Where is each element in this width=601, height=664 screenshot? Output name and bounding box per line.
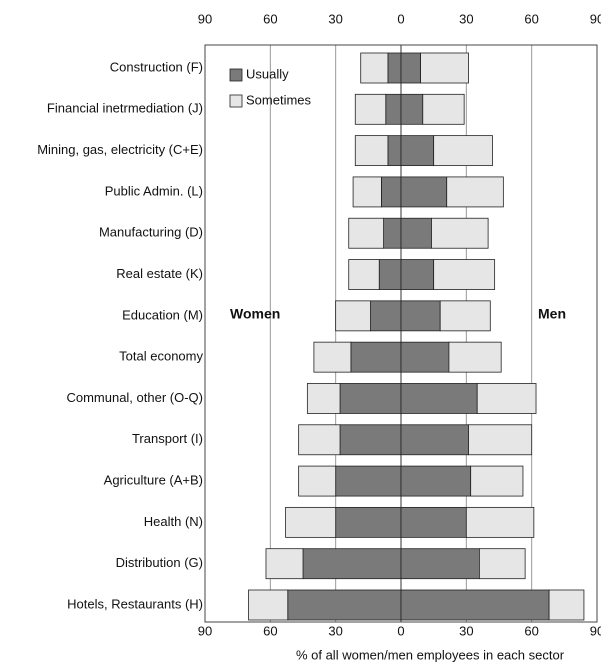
x-tick-label: 60 [263,11,277,26]
bar-segment [306,383,341,414]
bar-segment [400,341,450,373]
bar-segment [400,589,550,621]
bar-segment [420,52,469,84]
x-tick-label: 90 [590,11,601,26]
bar-segment [352,176,382,208]
x-tick-label: 60 [263,623,277,638]
bar-segment [265,548,304,580]
bar-segment [439,300,491,332]
bar-segment [348,259,380,290]
bar-segment [448,341,502,373]
bar-segment [400,135,435,167]
bar-segment [360,52,389,84]
bar-segment [470,465,524,497]
bar-segment [446,176,504,208]
bar-segment [433,259,496,290]
bar-segment [348,217,384,249]
bar-segment [400,465,472,497]
bar-segment [298,465,337,497]
category-label: Health (N) [144,514,203,529]
bar-segment [465,506,535,538]
bar-segment [548,589,585,621]
category-label: Real estate (K) [116,266,203,281]
legend-label: Sometimes [246,92,312,107]
category-label: Total economy [119,349,203,364]
bar-segment [350,341,402,373]
bar-segment [400,300,441,332]
category-label: Public Admin. (L) [105,183,203,198]
bar-segment [400,383,478,414]
bar-segment [422,93,465,125]
bar-segment [400,424,469,456]
x-tick-label: 60 [524,623,538,638]
bar-segment [387,52,402,84]
bar-segment [354,135,389,167]
bar-segment [400,52,422,84]
category-label: Financial inetrmediation (J) [47,101,203,116]
category-label: Mining, gas, electricity (C+E) [37,142,203,157]
x-tick-label: 30 [328,11,342,26]
bar-segment [298,424,341,456]
x-tick-label: 90 [198,623,212,638]
legend-label: Usually [246,66,289,81]
group-label: Women [230,306,280,322]
bar-segment [433,135,493,167]
bar-segment [400,506,467,538]
x-tick-label: 60 [524,11,538,26]
x-tick-label: 30 [459,623,473,638]
bar-segment [335,465,402,497]
plot-frame [204,44,598,623]
category-label: Agriculture (A+B) [104,473,203,488]
category-label: Transport (I) [132,431,203,446]
bar-segment [335,300,371,332]
x-tick-label: 0 [397,623,404,638]
bar-segment [339,424,402,456]
bar-segment [478,548,526,580]
x-tick-label: 90 [590,623,601,638]
bar-segment [354,93,387,125]
bar-segment [313,341,352,373]
x-tick-label: 0 [397,11,404,26]
bar-segment [248,589,289,621]
bar-segment [385,93,402,125]
bar-segment [285,506,337,538]
legend-swatch [229,68,243,82]
bar-segment [400,217,432,249]
x-tick-label: 90 [198,11,212,26]
bar-segment [339,383,402,414]
bar-segment [380,176,402,208]
category-label: Communal, other (O-Q) [66,390,203,405]
category-label: Hotels, Restaurants (H) [67,596,203,611]
x-tick-label: 30 [459,11,473,26]
bar-segment [335,506,402,538]
bar-segment [400,259,435,290]
category-label: Distribution (G) [116,555,203,570]
group-label: Men [538,306,566,322]
bar-segment [476,383,537,414]
bar-segment [431,217,489,249]
bar-segment [370,300,402,332]
x-tick-label: 30 [328,623,342,638]
bar-segment [302,548,402,580]
category-label: Construction (F) [110,59,203,74]
legend-swatch [229,94,243,108]
bar-segment [468,424,533,456]
bar-segment [383,217,402,249]
bar-segment [378,259,402,290]
bar-segment [400,176,448,208]
category-label: Manufacturing (D) [99,225,203,240]
x-axis-label: % of all women/men employees in each sec… [296,647,565,662]
bar-segment [287,589,402,621]
bar-segment [400,93,424,125]
bar-segment [400,548,480,580]
bar-segment [387,135,402,167]
category-label: Education (M) [122,307,203,322]
